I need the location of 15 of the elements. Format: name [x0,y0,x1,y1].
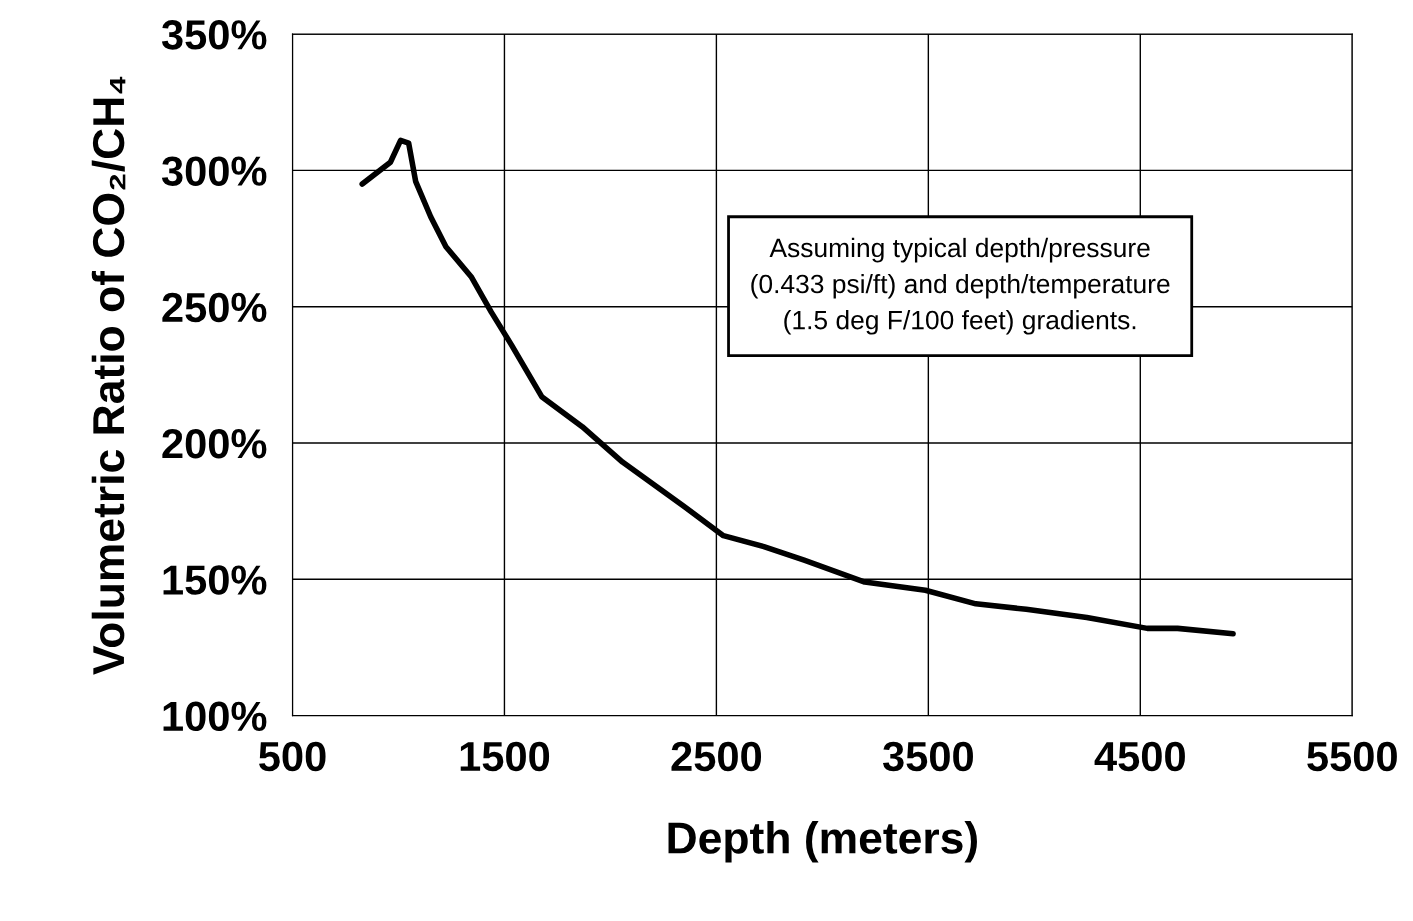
x-tick-label: 1500 [460,741,550,772]
y-tick-label: 350% [161,20,267,50]
y-tick-label: 250% [162,292,267,323]
x-tick-label: 5500 [1307,741,1397,772]
annotation: Assuming typical depth/pressure (0.433 psi/ft) and depth/temperature (1.5 deg F/100 feet) gradients. [751,237,1170,335]
x-tick-label: 4500 [1094,741,1185,772]
x-tick-label: 2500 [671,741,762,772]
y-tick-label: 150% [163,565,267,595]
y-tick-label: 200% [162,429,267,459]
x-axis-title: Depth (meters) [668,821,977,863]
y-axis-title: Volumetric Ratio of CO₂/CH₄ [91,76,126,675]
x-tick-label: 500 [259,741,326,772]
y-tick-label: 100% [163,701,267,732]
y-tick-label: 300% [161,156,267,186]
x-tick-label: 3500 [882,741,973,772]
